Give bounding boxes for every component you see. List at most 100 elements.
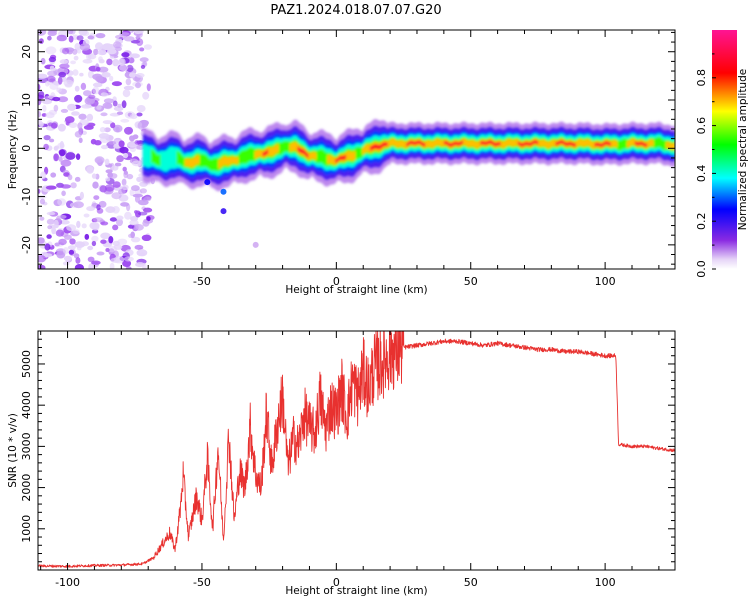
ridge-cell: [558, 141, 560, 145]
noise-blob: [117, 103, 122, 108]
ridge-cell: [274, 145, 277, 155]
ridge-cell: [531, 141, 533, 146]
noise-blob: [86, 206, 95, 212]
noise-blob: [57, 142, 65, 149]
noise-blob: [115, 34, 126, 40]
ridge-cell: [169, 146, 172, 169]
noise-blob: [74, 85, 80, 92]
noise-blob: [46, 75, 56, 82]
ridge-cell: [357, 146, 360, 160]
ridge-cell: [251, 147, 254, 162]
ridge-cell: [666, 141, 669, 149]
ridge-cell: [201, 153, 204, 168]
ridge-cell: [144, 144, 146, 167]
noise-blob: [56, 215, 61, 221]
noise-blob: [127, 224, 135, 229]
ridge-cell: [240, 150, 243, 164]
noise-blob: [146, 83, 151, 92]
ridge-cell: [341, 155, 344, 161]
ridge-cell: [512, 139, 515, 147]
noise-blob: [129, 145, 137, 153]
noise-blob: [74, 131, 82, 138]
noise-blob: [60, 184, 72, 189]
ridge-cell: [451, 142, 454, 147]
noise-blob: [55, 229, 65, 237]
ridge-cell: [630, 138, 633, 146]
ridge-cell: [386, 142, 388, 147]
ridge-cell: [634, 141, 637, 145]
y-tick-label: 1000: [20, 515, 33, 543]
ridge-cell: [175, 147, 177, 169]
ridge-cell: [632, 138, 634, 146]
noise-blob: [126, 173, 134, 180]
ridge-cell: [352, 151, 355, 161]
noise-blob: [63, 172, 70, 177]
noise-blob: [123, 170, 128, 175]
ridge-cell: [431, 141, 434, 148]
ridge-cell: [200, 153, 203, 168]
ridge-cell: [535, 140, 537, 144]
ridge-cell: [622, 138, 625, 150]
noise-blob: [53, 153, 59, 162]
noise-blob: [111, 192, 122, 200]
ridge-cell: [279, 142, 282, 156]
ridge-cell: [642, 142, 645, 146]
ridge-cell: [415, 141, 418, 145]
noise-blob: [45, 185, 57, 190]
ridge-cell: [665, 141, 668, 149]
ridge-cell: [239, 151, 242, 165]
noise-blob: [96, 105, 102, 110]
noise-blob: [96, 251, 105, 256]
noise-blob: [99, 126, 106, 133]
ridge-cell: [246, 148, 249, 164]
noise-blob: [120, 118, 130, 123]
ridge-cell: [388, 139, 391, 147]
ridge-cell: [572, 143, 575, 147]
y-tick-label: 3000: [20, 432, 33, 460]
ridge-cell: [527, 142, 529, 146]
noise-blob: [87, 256, 95, 263]
noise-blob: [103, 98, 114, 104]
noise-blob: [81, 241, 89, 247]
noise-blob: [113, 106, 124, 111]
noise-blob: [64, 234, 72, 240]
noise-blob: [71, 111, 80, 116]
noise-blob: [93, 217, 103, 223]
noise-blob: [56, 250, 66, 259]
noise-blob: [113, 256, 125, 264]
noise-blob: [135, 73, 145, 78]
noise-blob: [77, 122, 83, 130]
ridge-cell: [318, 149, 321, 163]
ridge-cell: [496, 142, 498, 146]
ridge-cell: [578, 139, 580, 146]
noise-blob: [104, 127, 111, 133]
ridge-cell: [262, 152, 265, 157]
noise-blob: [105, 248, 110, 252]
noise-blob: [45, 112, 55, 119]
ridge-cell: [313, 151, 316, 160]
ridge-cell: [230, 156, 232, 165]
ridge-cell: [192, 158, 195, 167]
ridge-cell: [384, 142, 387, 147]
ridge-cell: [579, 139, 582, 146]
noise-blob: [47, 35, 52, 41]
noise-blob: [43, 253, 53, 258]
noise-blob: [140, 64, 146, 69]
ridge-cell: [173, 147, 176, 169]
ridge-cell: [379, 144, 382, 150]
ridge-cell: [426, 140, 429, 148]
ridge-cell: [332, 156, 335, 165]
ridge-cell: [470, 139, 473, 147]
noise-blob: [65, 116, 75, 124]
noise-blob: [86, 122, 96, 127]
noise-blob: [102, 43, 113, 51]
y-tick-label: 20: [20, 45, 33, 59]
ridge-cell: [457, 142, 460, 146]
noise-blob: [63, 79, 74, 87]
ridge-cell: [310, 152, 313, 159]
ridge-cell: [450, 143, 453, 147]
ridge-cell: [500, 140, 503, 148]
noise-blob: [44, 243, 51, 251]
ridge-cell: [626, 140, 629, 148]
